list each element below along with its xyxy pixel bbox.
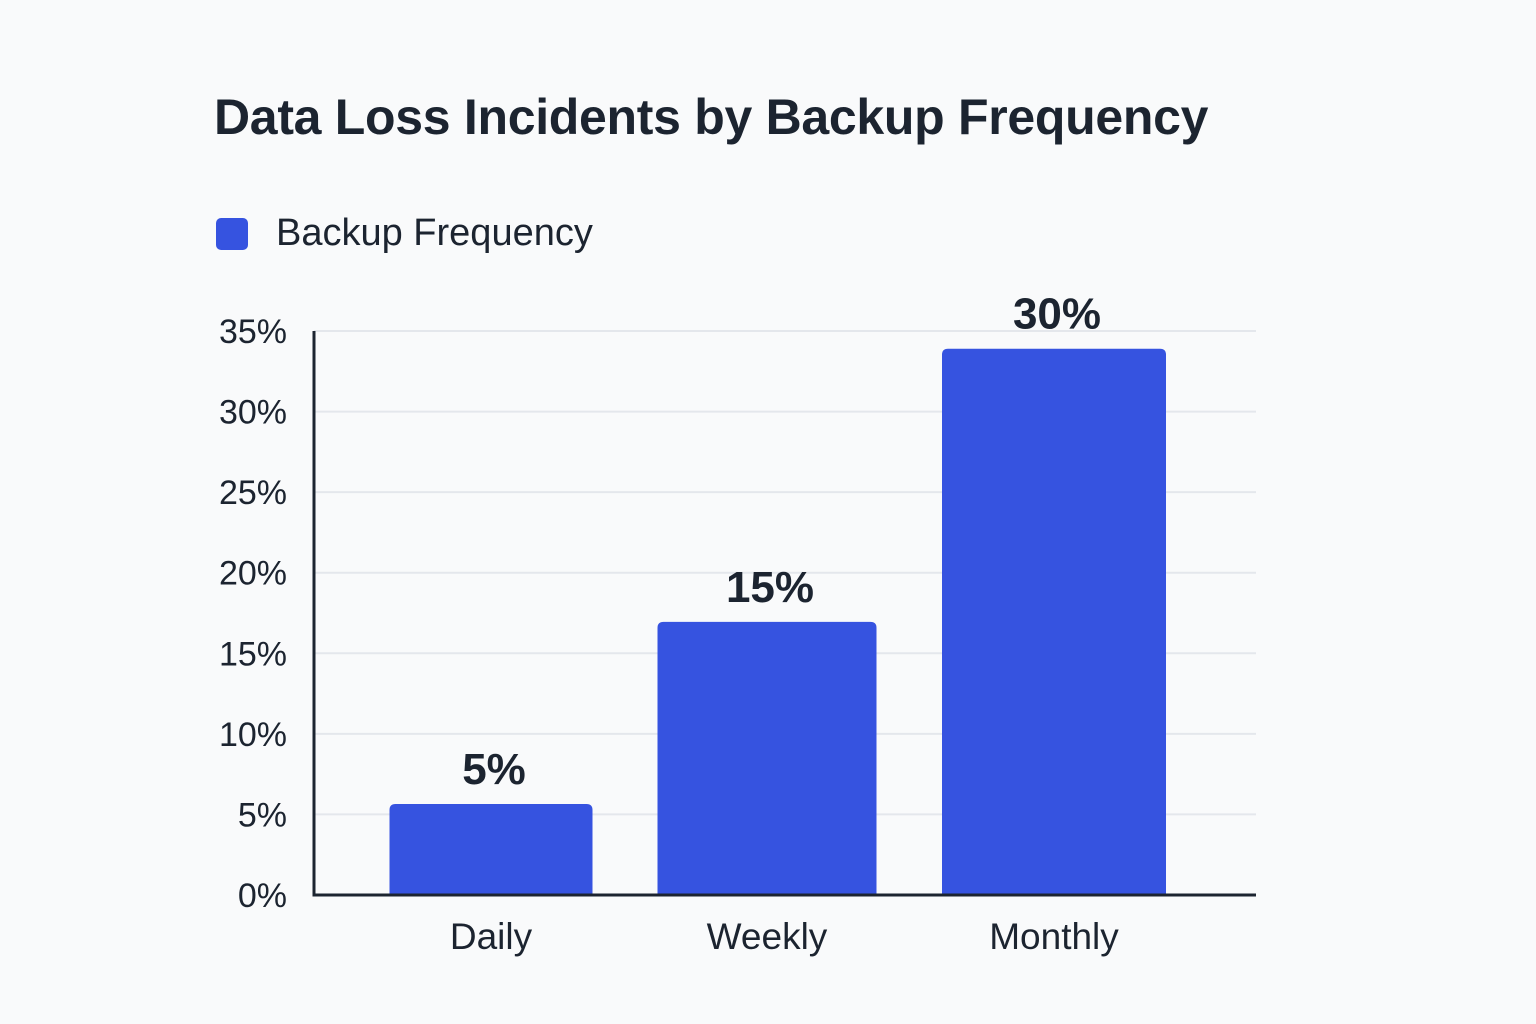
y-tick-label: 20% <box>219 555 287 593</box>
y-tick-label: 5% <box>238 796 287 834</box>
y-tick-label: 15% <box>219 635 287 673</box>
x-tick-label-monthly: Monthly <box>989 916 1119 957</box>
data-label-monthly: 30% <box>1013 290 1101 339</box>
y-tick-label: 10% <box>219 716 287 754</box>
y-axis-tick-labels: 0% 5% 10% 15% 20% 25% 30% 35% <box>219 313 287 915</box>
y-tick-label: 30% <box>219 394 287 432</box>
y-tick-label: 0% <box>238 877 287 915</box>
bar-weekly <box>657 621 877 895</box>
x-axis-category-labels: Daily Weekly Monthly <box>450 916 1119 957</box>
x-tick-label-weekly: Weekly <box>707 916 828 957</box>
y-tick-label: 25% <box>219 474 287 512</box>
bar-monthly <box>942 348 1166 895</box>
data-label-daily: 5% <box>462 745 526 794</box>
bar-daily <box>389 803 593 895</box>
data-labels: 5% 15% 30% <box>462 290 1101 794</box>
y-tick-label: 35% <box>219 313 287 351</box>
x-tick-label-daily: Daily <box>450 916 533 957</box>
legend-swatch <box>216 217 248 250</box>
bars <box>389 348 1166 895</box>
legend: Backup Frequency <box>216 212 593 255</box>
legend-label: Backup Frequency <box>276 212 593 254</box>
chart-title: Data Loss Incidents by Backup Frequency <box>214 89 1209 145</box>
data-label-weekly: 15% <box>726 563 814 612</box>
